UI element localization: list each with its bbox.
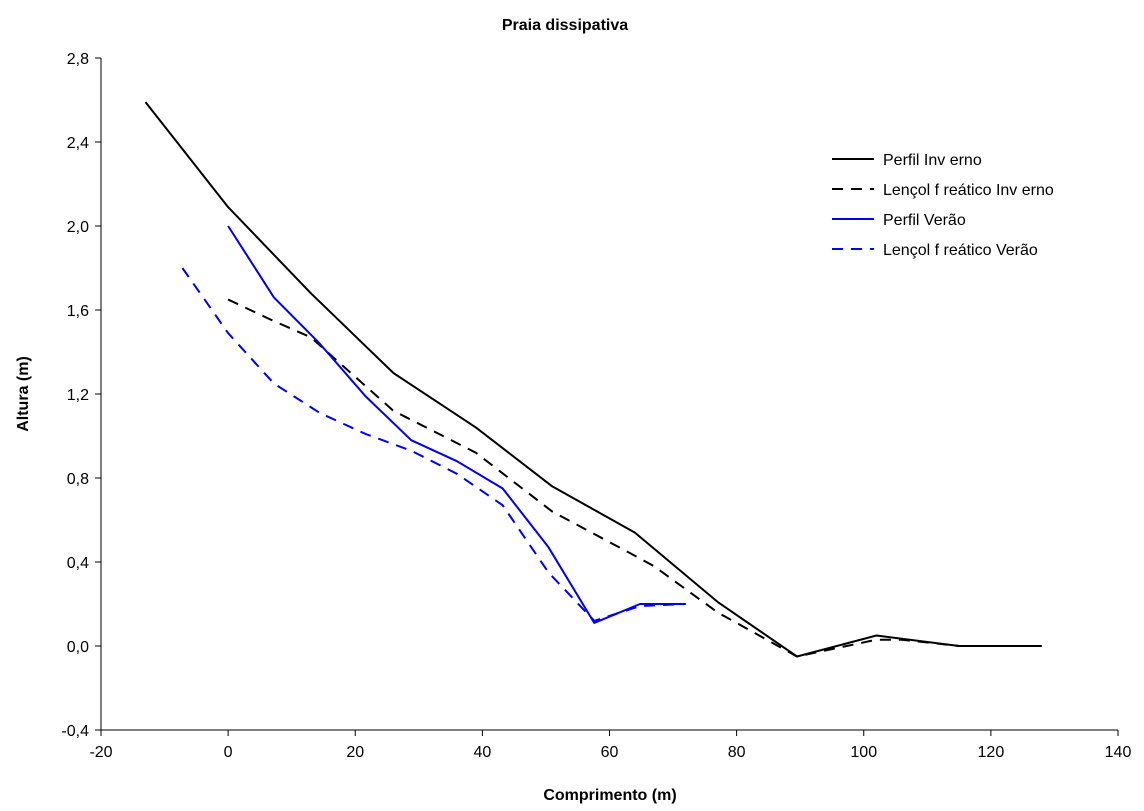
x-axis-label: Comprimento (m) <box>543 787 676 804</box>
x-tick-label: -20 <box>89 744 112 761</box>
y-axis-label: Altura (m) <box>15 356 32 432</box>
series-line-3 <box>227 225 686 624</box>
x-tick-label: 100 <box>850 744 877 761</box>
y-ticks: -0,4 0,0 0,4 0,8 1,2 1,6 2,0 2,4 2,8 <box>61 51 101 740</box>
x-tick-label: 140 <box>1105 744 1132 761</box>
y-tick-label: 2,4 <box>67 135 89 152</box>
x-ticks: -20 0 20 40 60 80 100 120 140 <box>89 730 1131 761</box>
series-line-2 <box>227 298 1042 658</box>
x-tick-label: 40 <box>473 744 491 761</box>
x-tick-label: 120 <box>978 744 1005 761</box>
x-tick-label: 80 <box>728 744 746 761</box>
y-tick-label: 0,8 <box>67 471 89 488</box>
chart-title: Praia dissipativa <box>502 17 628 34</box>
x-tick-label: 0 <box>224 744 233 761</box>
legend-label: Perfil Verão <box>883 212 966 229</box>
y-tick-label: 0,4 <box>67 555 89 572</box>
x-tick-label: 20 <box>346 744 364 761</box>
x-tick-label: 60 <box>601 744 619 761</box>
legend-label: Lençol f reático Inv erno <box>883 182 1054 199</box>
y-tick-label: 1,2 <box>67 387 89 404</box>
y-tick-label: 1,6 <box>67 303 89 320</box>
legend-label: Perfil Inv erno <box>883 152 982 169</box>
y-tick-label: 2,8 <box>67 51 89 68</box>
y-tick-label: -0,4 <box>61 723 89 740</box>
series-line-4 <box>181 267 686 622</box>
series-layer <box>144 101 1042 658</box>
legend-label: Lençol f reático Verão <box>883 242 1038 259</box>
legend: Perfil Inv erno Lençol f reático Inv erno… <box>832 152 1054 259</box>
series-line-1 <box>144 101 1042 658</box>
y-tick-label: 2,0 <box>67 219 89 236</box>
y-tick-label: 0,0 <box>67 639 89 656</box>
